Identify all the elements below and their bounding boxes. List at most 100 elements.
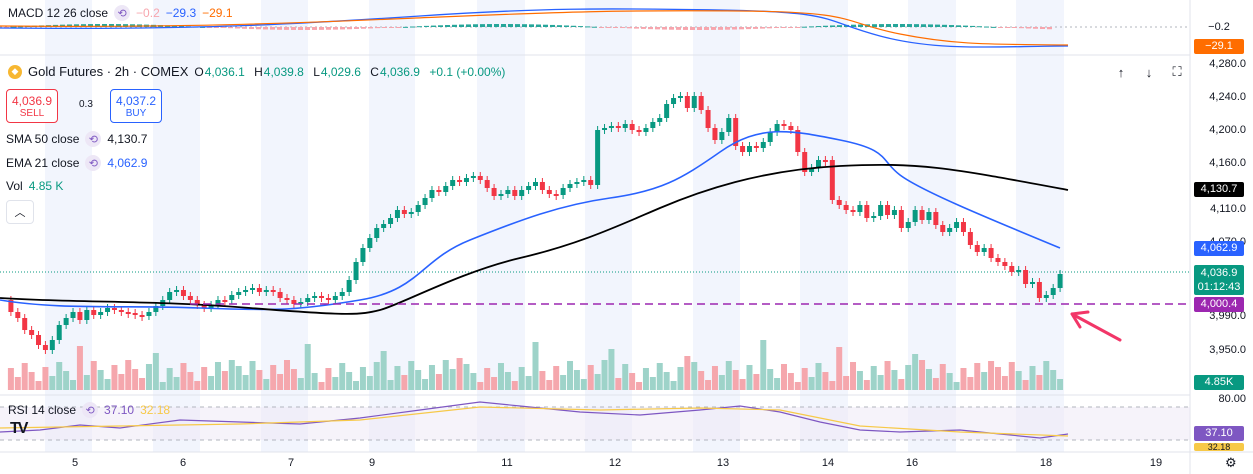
candle-body <box>236 292 242 295</box>
volume-bar <box>629 373 636 390</box>
candle-body <box>857 205 863 212</box>
macd-histogram-bar <box>389 27 394 28</box>
macd-histogram-value: −0.2 <box>136 6 160 20</box>
macd-histogram-bar <box>536 24 541 27</box>
macd-histogram-bar <box>214 27 219 28</box>
volume-bar <box>836 347 843 390</box>
macd-histogram-bar <box>249 27 254 30</box>
macd-histogram-bar <box>669 27 674 30</box>
volume-bar <box>856 371 863 390</box>
rsi-ma-value: 32.18 <box>140 403 171 417</box>
volume-bar <box>546 380 553 390</box>
candle-body <box>560 188 566 195</box>
candle-body <box>595 130 601 185</box>
candle-body <box>546 190 552 194</box>
candle-body <box>277 292 283 298</box>
volume-bar <box>290 369 297 390</box>
candle-body <box>353 262 359 280</box>
macd-histogram-bar <box>788 27 793 28</box>
volume-bar <box>263 379 270 390</box>
candle-body <box>947 228 953 232</box>
volume-bar <box>449 369 456 390</box>
macd-histogram-bar <box>984 26 989 28</box>
volume-bar <box>235 366 242 390</box>
macd-legend[interactable]: MACD 12 26 close ⟲ −0.2 −29.3 −29.1 <box>8 5 233 21</box>
candle-body <box>132 313 138 315</box>
sell-button[interactable]: 4,036.9 SELL <box>6 89 58 123</box>
candle-body <box>974 245 980 252</box>
candle-body <box>664 104 670 118</box>
candle-body <box>650 122 656 128</box>
indicator-settings-icon[interactable]: ⟲ <box>114 5 131 21</box>
macd-histogram-bar <box>508 24 513 27</box>
candle-body <box>553 194 559 196</box>
volume-bar <box>705 380 712 390</box>
time-label: 14 <box>821 457 835 469</box>
macd-line <box>0 8 1069 48</box>
candle-body <box>505 190 511 194</box>
candle-body <box>491 188 497 196</box>
macd-histogram-bar <box>11 26 16 28</box>
macd-histogram-bar <box>424 25 429 27</box>
macd-histogram-bar <box>487 24 492 27</box>
volume-legend[interactable]: Vol 4.85 K <box>6 179 63 193</box>
vol-value: 4.85 K <box>28 179 64 193</box>
volume-bar <box>249 361 256 390</box>
candle-body <box>671 98 677 104</box>
macd-histogram-bar <box>774 27 779 29</box>
candle-body <box>622 124 628 128</box>
move-pane-up-button[interactable]: ↑ <box>1110 61 1132 83</box>
ema-label: EMA 21 close <box>6 156 80 170</box>
high-value: 4,039.8 <box>263 64 304 79</box>
volume-bar <box>221 371 228 390</box>
macd-histogram-bar <box>963 25 968 27</box>
volume-bar <box>774 378 781 390</box>
ema-legend[interactable]: EMA 21 close ⟲ 4,062.9 <box>6 155 147 171</box>
volume-bar <box>111 365 118 390</box>
volume-bar <box>477 382 484 390</box>
indicator-settings-icon[interactable]: ⟲ <box>85 131 102 147</box>
candle-body <box>843 205 849 210</box>
tradingview-logo[interactable]: TV <box>10 420 29 437</box>
macd-histogram-bar <box>613 27 618 28</box>
move-pane-down-button[interactable]: ↓ <box>1138 61 1160 83</box>
candle-body <box>422 198 428 205</box>
candle-body <box>125 312 131 314</box>
volume-bar <box>470 373 477 390</box>
volume-bar <box>1057 379 1064 390</box>
volume-bar <box>442 360 449 390</box>
macd-histogram-bar <box>928 24 933 27</box>
settings-gear-icon[interactable]: ⚙ <box>1225 455 1237 470</box>
candle-body <box>519 190 525 196</box>
candle-body <box>429 190 435 198</box>
volume-bar <box>42 367 49 390</box>
collapse-legend-button[interactable]: ︿ <box>6 200 34 224</box>
candle-body <box>885 205 891 215</box>
macd-histogram-bar <box>690 27 695 30</box>
volume-bar <box>401 375 408 390</box>
candle-body <box>698 96 704 110</box>
volume-bar <box>794 382 801 390</box>
volume-bar <box>642 368 649 390</box>
indicator-settings-icon[interactable]: ⟲ <box>82 402 99 418</box>
candle-body <box>988 248 994 258</box>
volume-bars <box>7 340 1064 390</box>
price-tick: 4,280.0 <box>1209 58 1246 70</box>
buy-button[interactable]: 4,037.2 BUY <box>110 89 162 123</box>
macd-histogram-bar <box>648 27 653 30</box>
indicator-settings-icon[interactable]: ⟲ <box>85 155 102 171</box>
maximize-pane-button[interactable]: ⛶ <box>1166 61 1188 83</box>
symbol-legend[interactable]: ◆ Gold Futures · 2h · COMEX O4,036.1 H4,… <box>8 64 511 79</box>
candle-body <box>981 248 987 252</box>
macd-histogram-bar <box>88 24 93 27</box>
macd-histogram-bar <box>326 27 331 30</box>
rsi-legend[interactable]: RSI 14 close ⟲ 37.10 32.18 <box>8 402 170 418</box>
sma-legend[interactable]: SMA 50 close ⟲ 4,130.7 <box>6 131 147 147</box>
volume-bar <box>256 370 263 390</box>
symbol-title[interactable]: Gold Futures · 2h · COMEX <box>28 64 189 79</box>
macd-histogram-bar <box>802 26 807 28</box>
candle-body <box>215 300 221 305</box>
volume-bar <box>718 375 725 390</box>
macd-histogram-bar <box>914 24 919 27</box>
